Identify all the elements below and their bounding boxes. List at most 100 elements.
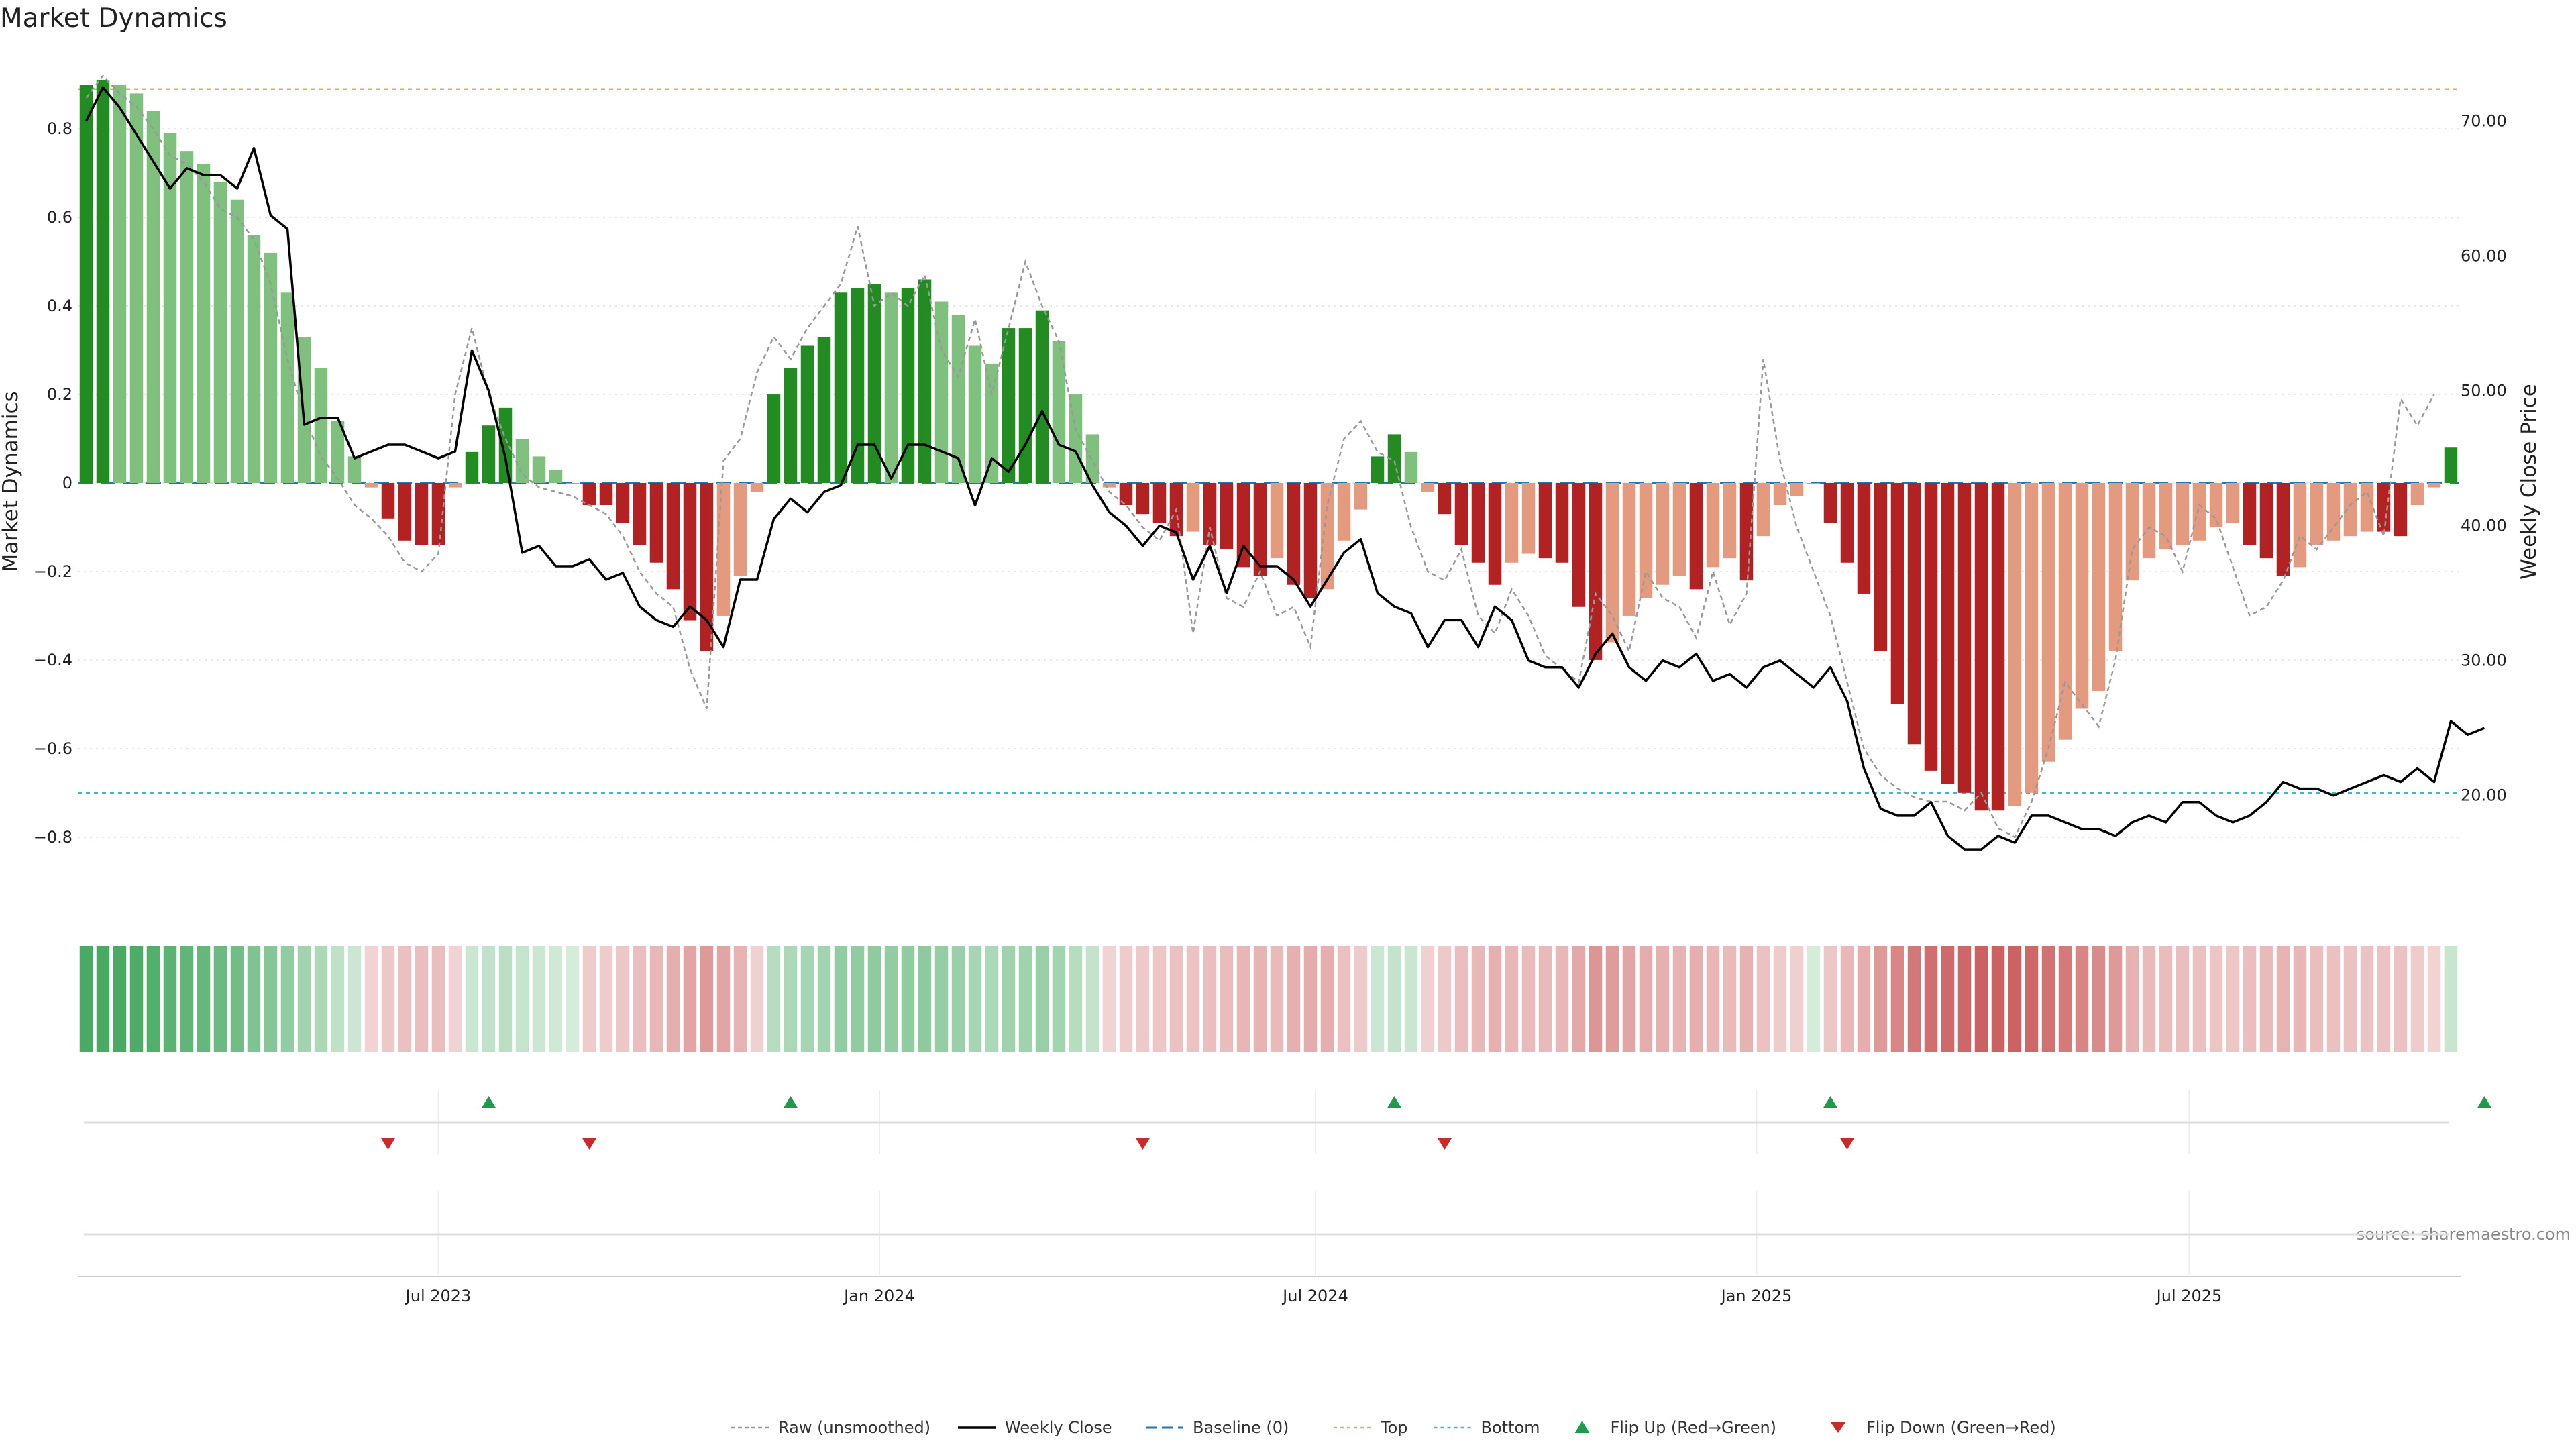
heat-cell [884,946,898,1052]
flip-up-marker [481,1096,496,1108]
x-tick-label: Jul 2024 [1281,1287,1348,1305]
heat-cell [465,946,479,1052]
momentum-bar [213,182,227,483]
heat-cell [1471,946,1485,1052]
momentum-bar [566,483,580,484]
heat-cell [2259,946,2273,1052]
momentum-bar [1756,483,1770,537]
momentum-bar [2293,483,2307,568]
momentum-bar [1471,483,1485,563]
heat-cell [2092,946,2106,1052]
heat-cell [1220,946,1234,1052]
momentum-bar [2092,483,2106,692]
heat-cell [1924,946,1938,1052]
momentum-bar [1371,456,1385,483]
momentum-bar [1840,483,1854,563]
momentum-bar [867,284,881,483]
heat-cell [1035,946,1049,1052]
heat-cell [700,946,714,1052]
heat-cell [1270,946,1284,1052]
momentum-bar [2226,483,2240,523]
x-axis: Jul 2023 Jan 2024 Jul 2024 Jan 2025 Jul 2025 [78,1276,2461,1305]
close-line [85,86,2485,851]
heat-cell [1957,946,1972,1052]
momentum-bar [2310,483,2324,545]
momentum-bar [1857,483,1871,594]
y-tick-left: −0.8 [34,828,72,847]
legend-swatch [1831,1422,1845,1433]
legend-label: Flip Down (Green→Red) [1866,1418,2056,1437]
heat-cell [297,946,311,1052]
heat-cell [2377,946,2391,1052]
momentum-bar [2142,483,2156,559]
heat-cell [633,946,647,1052]
heat-cell [180,946,194,1052]
heat-cell [1438,946,1452,1052]
heat-cell [415,946,429,1052]
momentum-bar [1656,483,1670,585]
y-ticks-right: 70.00 60.00 50.00 40.00 30.00 20.00 [2461,112,2507,805]
x-tick-label: Jan 2024 [843,1287,915,1305]
momentum-bar [750,483,764,492]
momentum-bar [2041,483,2055,762]
chart-title: Market Dynamics [0,3,227,34]
heat-cell [1069,946,1083,1052]
momentum-bar [1018,328,1032,483]
momentum-bar [2108,483,2123,651]
momentum-bar [1974,483,1988,811]
momentum-bar [1538,483,1552,559]
momentum-bar [985,363,999,483]
heat-cell [1807,946,1821,1052]
heat-cell [498,946,513,1052]
heat-cell [113,946,127,1052]
heat-cell [2360,946,2374,1052]
momentum-bar [599,483,613,505]
momentum-bar [2209,483,2223,527]
momentum-bar [1136,483,1150,515]
momentum-bar [1035,310,1049,483]
momentum-bar [800,345,814,483]
momentum-bar [2259,483,2273,559]
momentum-bar [1002,328,1016,483]
momentum-bar [2377,483,2391,532]
momentum-bar [817,337,831,483]
heat-cell [2058,946,2072,1052]
flip-down-marker [1839,1138,1855,1150]
heat-cell [733,946,747,1052]
momentum-bar [2427,483,2441,488]
heat-cell [2192,946,2206,1052]
momentum-bar [331,421,345,483]
heat-cell [1002,946,1016,1052]
heat-cell [1203,946,1217,1052]
momentum-bar [649,483,663,563]
heat-cell [918,946,932,1052]
momentum-heat-strip [79,946,2458,1052]
heat-cell [2243,946,2257,1052]
momentum-bar [1723,483,1737,559]
momentum-bar [230,199,244,483]
heat-cell [817,946,831,1052]
momentum-bar [2410,483,2424,505]
momentum-bar [398,483,412,541]
legend-swatch [1574,1421,1590,1433]
momentum-bar [1220,483,1234,549]
x-tick-label: Jul 2025 [2155,1287,2222,1305]
heat-cell [683,946,697,1052]
heat-cell [784,946,798,1052]
heat-cell [867,946,881,1052]
heat-cell [2310,946,2324,1052]
heat-cell [347,946,362,1052]
y-tick-left: 0.4 [47,297,72,315]
momentum-bar [1605,483,1619,643]
heat-cell [247,946,261,1052]
momentum-bar [1790,483,1804,496]
y-tick-right: 70.00 [2461,112,2507,131]
momentum-bar [884,292,898,483]
momentum-bar [616,483,630,523]
y-tick-left: 0.8 [47,119,72,138]
momentum-bar [1521,483,1536,554]
heat-cell [1136,946,1150,1052]
momentum-bar [1639,483,1653,598]
momentum-bar [381,483,395,519]
heat-cell [2427,946,2441,1052]
